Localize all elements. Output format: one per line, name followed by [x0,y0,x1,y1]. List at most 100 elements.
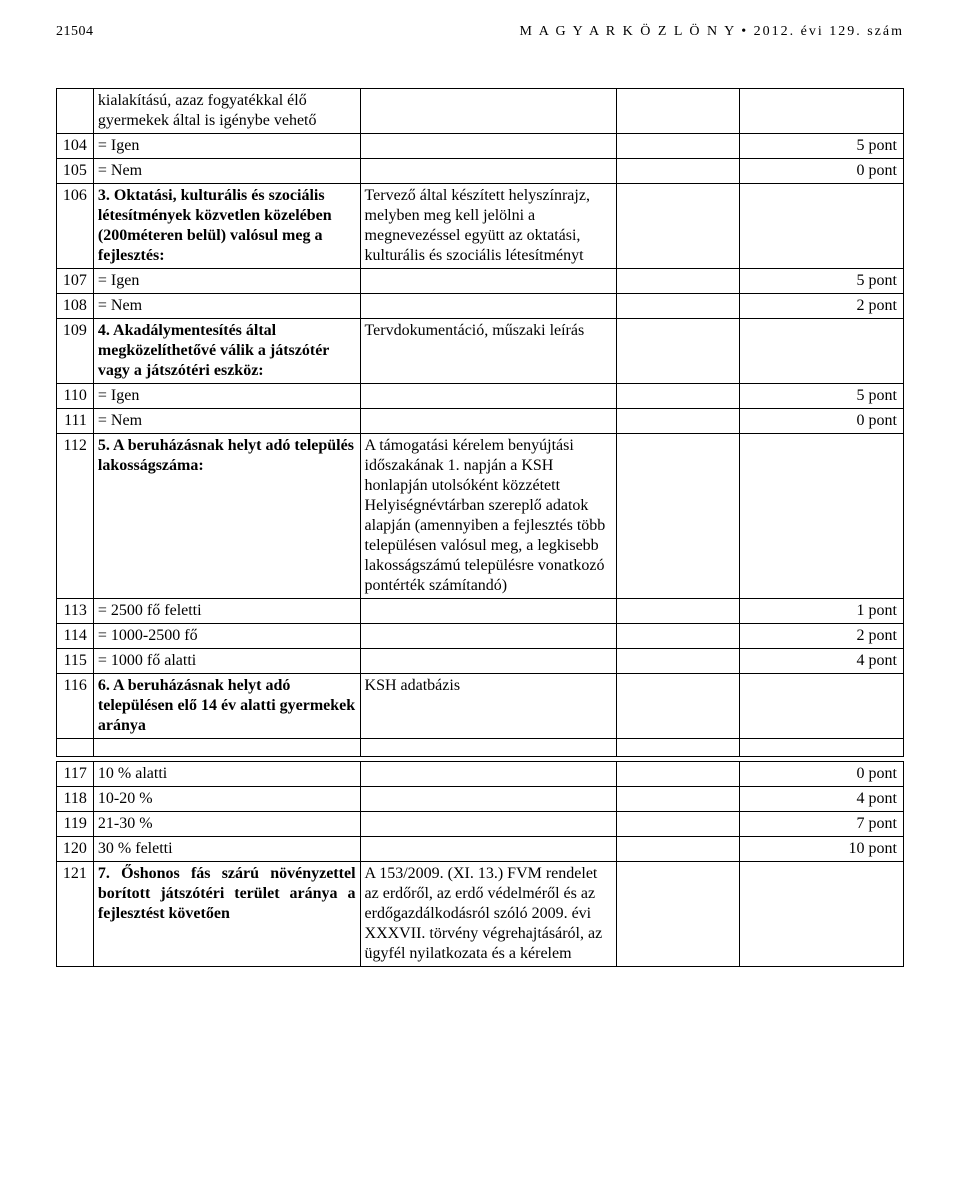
points-cell: 10 pont [739,837,903,862]
reference-text [360,89,616,134]
page-header: 21504 M A G Y A R K Ö Z L Ö N Y • 2012. … [56,24,904,40]
empty-cell [616,739,739,757]
row-number: 112 [57,434,94,599]
row-number: 117 [57,762,94,787]
empty-cell [616,787,739,812]
criterion-text: 3. Oktatási, kulturális és szociális lét… [93,184,360,269]
criterion-text: 7. Őshonos fás szárú növényzettel boríto… [93,862,360,967]
criterion-text: 10-20 % [93,787,360,812]
row-number: 121 [57,862,94,967]
empty-cell [739,739,903,757]
reference-text [360,159,616,184]
page-number: 21504 [56,24,94,40]
points-cell: 0 pont [739,409,903,434]
empty-cell [616,434,739,599]
row-number: 114 [57,624,94,649]
points-cell: 5 pont [739,269,903,294]
table-row: 111= Nem 0 pont [57,409,904,434]
row-number: 109 [57,319,94,384]
criterion-text: = Igen [93,134,360,159]
table-row: 1094. Akadálymentesítés által megközelít… [57,319,904,384]
row-number: 111 [57,409,94,434]
empty-cell [616,837,739,862]
row-number: 108 [57,294,94,319]
criterion-text: 6. A beruházásnak helyt adó településen … [93,674,360,739]
row-number: 104 [57,134,94,159]
row-number: 119 [57,812,94,837]
empty-cell [616,862,739,967]
empty-cell [616,812,739,837]
reference-text [360,269,616,294]
criterion-text: = Nem [93,294,360,319]
reference-text [360,787,616,812]
points-cell [739,434,903,599]
empty-cell [616,599,739,624]
criterion-text: 4. Akadálymentesítés által megközelíthet… [93,319,360,384]
criterion-text: = Nem [93,409,360,434]
points-cell: 1 pont [739,599,903,624]
points-cell: 7 pont [739,812,903,837]
criterion-text: = 1000-2500 fő [93,624,360,649]
reference-text [360,649,616,674]
empty-cell [616,294,739,319]
row-number: 105 [57,159,94,184]
criterion-text: = 1000 fő alatti [93,649,360,674]
criterion-text: 5. A beruházásnak helyt adó település la… [93,434,360,599]
row-number: 115 [57,649,94,674]
spacer-row [57,739,904,757]
points-cell [739,674,903,739]
table-row: 104= Igen5 pont [57,134,904,159]
criteria-table-top: kialakítású, azaz fogyatékkal élő gyerme… [56,88,904,757]
empty-cell [616,184,739,269]
table-row: 107= Igen5 pont [57,269,904,294]
reference-text: KSH adatbázis [360,674,616,739]
table-row: 105= Nem0 pont [57,159,904,184]
row-number: 106 [57,184,94,269]
table-row: 1166. A beruházásnak helyt adó település… [57,674,904,739]
empty-cell [616,89,739,134]
reference-text [360,837,616,862]
reference-text [360,762,616,787]
empty-cell [616,384,739,409]
table-row: 11810-20 %4 pont [57,787,904,812]
gazette-title: M A G Y A R K Ö Z L Ö N Y • 2012. évi 12… [520,24,904,40]
points-cell: 0 pont [739,762,903,787]
empty-cell [616,649,739,674]
empty-cell [57,739,94,757]
points-cell: 2 pont [739,624,903,649]
criterion-text: = Igen [93,384,360,409]
empty-cell [616,159,739,184]
empty-cell [616,134,739,159]
criterion-text: 21-30 % [93,812,360,837]
empty-cell [360,739,616,757]
table-row: 12030 % feletti10 pont [57,837,904,862]
reference-text: Tervező által készített helyszínrajz, me… [360,184,616,269]
table-row: 110= Igen 5 pont [57,384,904,409]
empty-cell [616,762,739,787]
reference-text [360,624,616,649]
table-row: 114= 1000-2500 fő 2 pont [57,624,904,649]
points-cell: 2 pont [739,294,903,319]
points-cell [739,862,903,967]
reference-text: Tervdokumentáció, műszaki leírás [360,319,616,384]
criterion-text: = 2500 fő feletti [93,599,360,624]
reference-text [360,294,616,319]
table-row: 1217. Őshonos fás szárú növényzettel bor… [57,862,904,967]
points-cell: 0 pont [739,159,903,184]
criterion-text: 10 % alatti [93,762,360,787]
empty-cell [616,269,739,294]
empty-cell [616,624,739,649]
table-row: 11921-30 % 7 pont [57,812,904,837]
points-cell: 4 pont [739,649,903,674]
table-row: 115= 1000 fő alatti 4 pont [57,649,904,674]
row-number: 110 [57,384,94,409]
empty-cell [616,319,739,384]
criteria-table-bottom: 11710 % alatti 0 pont11810-20 %4 pont1192… [56,761,904,967]
table-row: 108= Nem 2 pont [57,294,904,319]
points-cell [739,89,903,134]
reference-text: A 153/2009. (XI. 13.) FVM rendelet az er… [360,862,616,967]
table-row: 113= 2500 fő feletti1 pont [57,599,904,624]
row-number: 118 [57,787,94,812]
row-number: 120 [57,837,94,862]
points-cell: 5 pont [739,384,903,409]
